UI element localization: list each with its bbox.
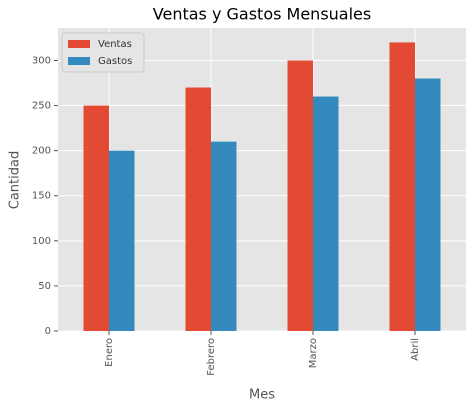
y-tick-label: 50 xyxy=(38,281,51,292)
bar xyxy=(211,141,237,331)
bar xyxy=(185,87,211,332)
x-tick-label: Abril xyxy=(410,338,421,361)
bar xyxy=(287,60,313,331)
y-tick-label: 100 xyxy=(32,236,51,247)
x-tick-label: Febrero xyxy=(206,338,217,376)
y-tick-label: 150 xyxy=(32,191,51,202)
y-tick-label: 300 xyxy=(32,55,51,66)
x-tick-label: Enero xyxy=(104,338,115,367)
legend-swatch xyxy=(68,40,90,48)
x-tick-label: Marzo xyxy=(308,338,319,368)
bar xyxy=(109,150,135,331)
legend-label: Ventas xyxy=(98,39,132,50)
legend-label: Gastos xyxy=(98,56,132,67)
y-axis-label: Cantidad xyxy=(8,151,23,209)
y-tick-label: 0 xyxy=(45,326,51,337)
chart-title: Ventas y Gastos Mensuales xyxy=(153,5,371,24)
legend-swatch xyxy=(68,57,90,65)
bar xyxy=(313,96,339,332)
bar xyxy=(83,105,109,331)
bar xyxy=(389,42,415,332)
y-tick-label: 250 xyxy=(32,101,51,112)
bar xyxy=(415,78,441,331)
y-tick-label: 200 xyxy=(32,146,51,157)
x-axis-label: Mes xyxy=(249,388,275,403)
